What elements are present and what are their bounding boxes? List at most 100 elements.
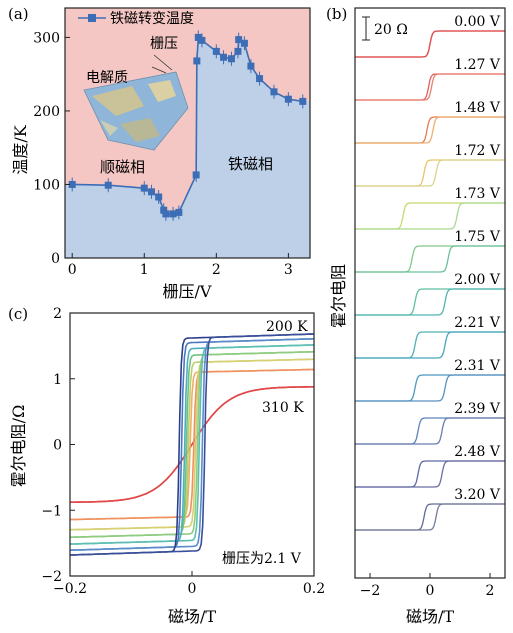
data-point <box>169 210 177 218</box>
data-point <box>194 33 202 41</box>
x-tick-label: 2 <box>212 262 221 278</box>
loop-branch <box>355 202 505 230</box>
panel-c-hysteresis-loops <box>69 333 315 556</box>
panel-b-label: (b) <box>326 5 347 23</box>
panel-c-axes: −0.2 0 0.2 −2 −1 0 1 2 <box>41 306 325 597</box>
panel-c-label: (c) <box>8 305 28 323</box>
loop-branch <box>70 338 314 551</box>
hall-loop: 1.48 V <box>355 100 505 144</box>
panel-b-xlabel: 磁场/T <box>406 607 454 626</box>
panel-c: (c) −0.2 0 0.2 −2 −1 0 1 2 200 K 310 K 栅压为2.1 V… <box>8 305 325 626</box>
data-point <box>162 210 170 218</box>
loop-branch <box>355 503 505 531</box>
gate-voltage-label: 2.21 V <box>454 315 501 331</box>
loop-branch <box>355 159 505 187</box>
scale-bar-label: 20 Ω <box>374 22 408 38</box>
loop-branch <box>355 374 505 402</box>
panel-a: (a) 电解质 栅压 顺磁相 铁磁相 铁磁转变温度 0 1 2 3 0 100 200 300… <box>8 5 311 301</box>
annotation-gate-voltage: 栅压 <box>150 36 178 52</box>
gate-voltage-label: 1.27 V <box>454 57 501 73</box>
panel-b: (b) 0.00 V 1.27 V 1.48 V 1.72 V 1.73 V 1.75 V… <box>326 5 506 626</box>
series-curie-temperature <box>68 30 307 221</box>
hall-loop: 0.00 V <box>355 14 505 58</box>
loop-branch <box>69 344 315 545</box>
hall-loop: 2.39 V <box>355 401 505 445</box>
loop-branch <box>70 333 314 556</box>
data-point <box>140 184 148 192</box>
data-point <box>192 171 200 179</box>
hall-loop <box>70 386 314 503</box>
hall-loop <box>70 333 314 556</box>
y-tick-label: −1 <box>41 503 62 519</box>
hall-loop <box>70 368 314 521</box>
loop-branch <box>355 374 505 402</box>
gate-voltage-label: 3.20 V <box>454 487 501 503</box>
loop-branch <box>355 116 505 144</box>
gate-voltage-label: 2.31 V <box>454 358 501 374</box>
data-point <box>270 88 278 96</box>
x-tick-label: 0 <box>426 583 435 599</box>
x-tick-label: 3 <box>284 262 293 278</box>
hall-loop: 2.00 V <box>355 272 505 316</box>
hall-loop <box>69 344 315 545</box>
data-point <box>235 36 243 44</box>
y-tick-label: 0 <box>51 251 60 267</box>
panel-b-ylabel: 霍尔电阻 <box>329 264 348 328</box>
gate-voltage-label: 2.00 V <box>454 272 501 288</box>
y-tick-label: 100 <box>33 177 60 193</box>
y-tick-label: 300 <box>33 30 60 46</box>
x-tick-label: 0 <box>68 262 77 278</box>
hall-loop: 1.75 V <box>355 229 505 273</box>
hall-loop <box>69 350 315 539</box>
loop-branch <box>355 159 505 187</box>
annotation-310k: 310 K <box>262 400 304 416</box>
hall-loop: 3.20 V <box>355 487 505 531</box>
data-point <box>104 181 112 189</box>
data-point <box>147 188 155 196</box>
loop-branch <box>355 116 505 144</box>
hall-loop: 2.31 V <box>355 358 505 402</box>
loop-branch <box>355 331 505 359</box>
panel-a-ylabel: 温度/K <box>11 124 30 174</box>
loop-branch <box>355 503 505 531</box>
data-point <box>227 55 235 63</box>
x-tick-label: 0.2 <box>303 581 325 597</box>
y-tick-label: −2 <box>41 569 62 585</box>
panel-a-frame <box>64 7 311 259</box>
y-tick-label: 1 <box>53 372 62 388</box>
hall-loop: 1.73 V <box>355 186 505 230</box>
data-point <box>160 206 168 214</box>
panel-a-xlabel: 栅压/V <box>163 282 212 301</box>
hall-loop: 2.48 V <box>355 444 505 488</box>
loop-branch <box>355 331 505 359</box>
loop-branch <box>355 460 505 488</box>
loop-branch <box>69 350 315 539</box>
data-point <box>240 39 248 47</box>
legend-marker <box>88 14 96 22</box>
panel-a-label: (a) <box>8 5 29 23</box>
x-tick-label: −2 <box>360 583 381 599</box>
x-tick-label: 0 <box>188 581 197 597</box>
loop-branch <box>355 245 505 273</box>
scale-bar <box>362 16 370 41</box>
gate-voltage-label: 1.48 V <box>454 100 501 116</box>
data-point <box>68 180 76 188</box>
loop-branch <box>70 386 314 503</box>
y-tick-label: 200 <box>33 104 60 120</box>
loop-branch <box>70 368 314 521</box>
annotation-electrolyte: 电解质 <box>86 70 128 86</box>
data-point <box>299 97 307 105</box>
ferromagnetic-region <box>65 37 310 258</box>
gate-voltage-label: 2.39 V <box>454 401 501 417</box>
data-point <box>175 208 183 216</box>
data-point <box>155 193 163 201</box>
electrolyte-inset-image <box>83 54 189 151</box>
data-point <box>234 47 242 55</box>
y-tick-label: 0 <box>53 438 62 454</box>
annotation-ferromagnetic: 铁磁相 <box>228 155 273 173</box>
loop-branch <box>355 73 505 101</box>
x-tick-label: −0.2 <box>53 581 87 597</box>
panel-b-hysteresis-loops: 0.00 V 1.27 V 1.48 V 1.72 V 1.73 V 1.75 V 2.00… <box>355 14 505 531</box>
data-point <box>247 62 255 70</box>
